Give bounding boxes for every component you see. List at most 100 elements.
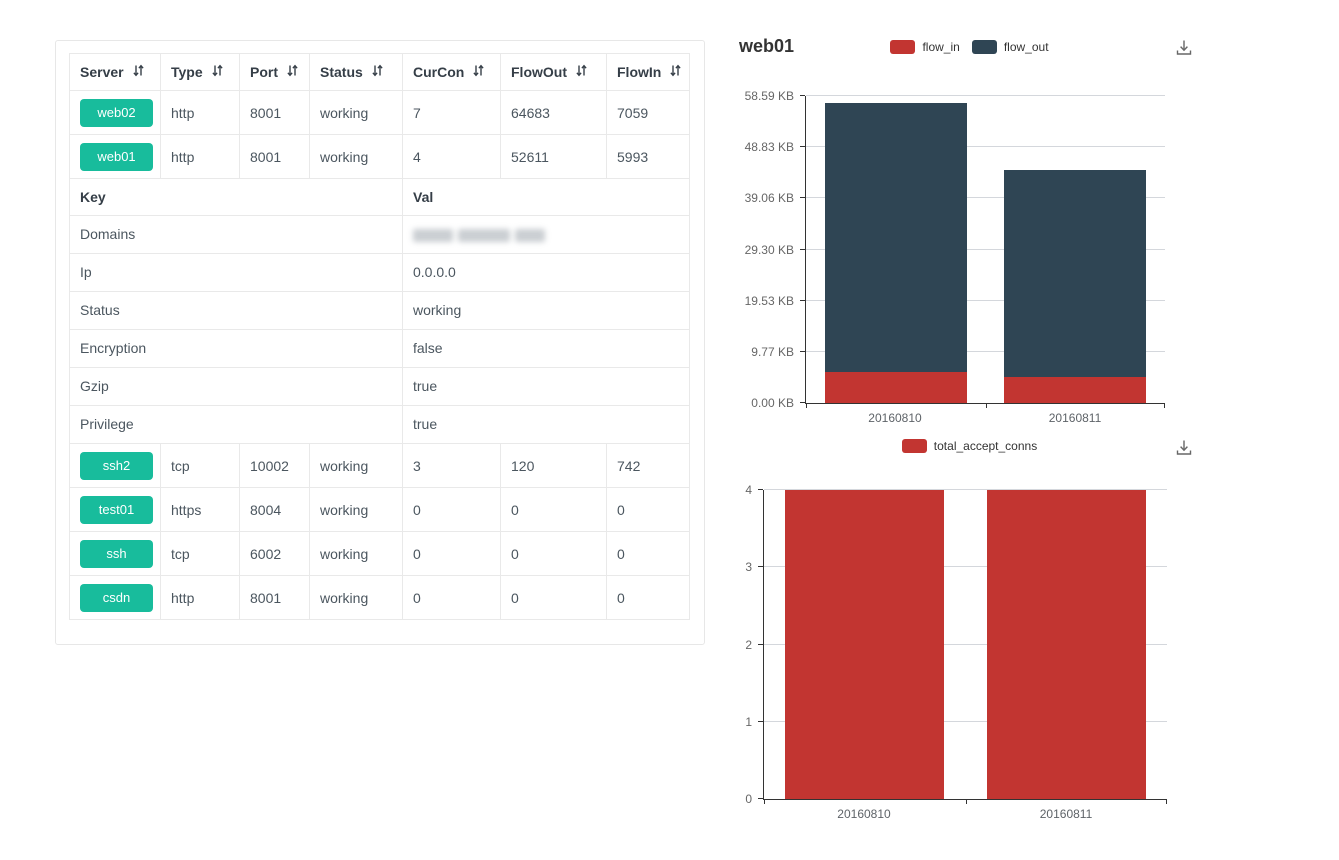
cell-status: working bbox=[309, 531, 403, 576]
download-icon[interactable] bbox=[1174, 38, 1194, 58]
table-row: test01 https 8004 working 0 0 0 bbox=[69, 487, 690, 532]
grid-line bbox=[764, 566, 1167, 568]
server-badge[interactable]: ssh bbox=[80, 540, 153, 568]
y-axis-tick bbox=[758, 566, 763, 568]
y-axis-label: 4 bbox=[745, 483, 752, 497]
y-axis-label: 0.00 KB bbox=[751, 396, 794, 410]
legend-swatch bbox=[890, 40, 916, 54]
plot-area: 0.00 KB 9.77 KB 19.53 KB 29.30 KB 39.06 KB 48… bbox=[745, 89, 1165, 410]
detail-value-cell: true bbox=[402, 367, 690, 406]
cell-curcon: 7 bbox=[402, 90, 501, 135]
cell-type: http bbox=[160, 90, 240, 135]
server-badge[interactable]: web01 bbox=[80, 143, 153, 171]
grid-line bbox=[806, 248, 1165, 250]
legend-item-flow_out[interactable]: flow_out bbox=[971, 40, 1049, 54]
plot-area: 0 1 2 3 4 bbox=[745, 483, 1167, 806]
y-axis-label: 1 bbox=[745, 714, 752, 729]
x-axis-label: 20160810 bbox=[837, 807, 891, 821]
cell-flowin: 5993 bbox=[606, 134, 690, 179]
server-badge[interactable]: csdn bbox=[80, 584, 153, 612]
legend-item-flow_in[interactable]: flow_in bbox=[890, 40, 960, 54]
column-header-inner: Server bbox=[80, 64, 144, 80]
cell-status: working bbox=[309, 575, 403, 620]
y-axis-tick bbox=[800, 95, 805, 96]
grid-line bbox=[764, 720, 1167, 722]
legend-item-total_accept_conns[interactable]: total_accept_conns bbox=[901, 439, 1037, 453]
server-badge[interactable]: test01 bbox=[80, 496, 153, 524]
server-badge[interactable]: web02 bbox=[80, 99, 153, 127]
cell-type: https bbox=[160, 487, 240, 532]
detail-key-cell: Gzip bbox=[69, 367, 403, 406]
cell-port: 8001 bbox=[239, 90, 310, 135]
category-slot bbox=[966, 490, 1168, 799]
cell-flowin: 7059 bbox=[606, 90, 690, 135]
download-icon[interactable] bbox=[1174, 438, 1194, 458]
bar-segment-total_accept_conns bbox=[986, 490, 1146, 799]
cell-flowin: 742 bbox=[606, 443, 690, 488]
legend: total_accept_conns bbox=[737, 439, 1202, 453]
server-cell: ssh2 bbox=[69, 443, 161, 488]
detail-value-cell: false bbox=[402, 329, 690, 368]
cell-port: 10002 bbox=[239, 443, 310, 488]
detail-row: Encryption false bbox=[69, 329, 690, 368]
cell-curcon: 4 bbox=[402, 134, 501, 179]
y-axis-label: 48.83 KB bbox=[744, 140, 794, 155]
category-slot bbox=[764, 490, 966, 799]
x-axis-label: 20160810 bbox=[868, 411, 922, 425]
sort-icon bbox=[132, 64, 144, 80]
column-header-inner: Type bbox=[171, 64, 223, 80]
grid-line bbox=[806, 146, 1165, 148]
column-header-inner: Status bbox=[320, 64, 383, 80]
sort-icon bbox=[372, 64, 383, 80]
cell-curcon: 3 bbox=[402, 443, 501, 488]
column-header-server[interactable]: Server bbox=[69, 53, 161, 91]
cell-port: 8001 bbox=[239, 134, 310, 179]
table-row: ssh2 tcp 10002 working 3 120 742 bbox=[69, 443, 690, 488]
column-header-flowin[interactable]: FlowIn bbox=[606, 53, 690, 91]
column-header-curcon[interactable]: CurCon bbox=[402, 53, 501, 91]
column-header-inner: FlowIn bbox=[617, 64, 681, 80]
column-header-port[interactable]: Port bbox=[239, 53, 310, 91]
cell-status: working bbox=[309, 90, 403, 135]
detail-row: Domains bbox=[69, 215, 690, 254]
column-header-flowout[interactable]: FlowOut bbox=[500, 53, 607, 91]
chart-header: web01 flow_in flow_out bbox=[737, 28, 1202, 68]
detail-header-row: Key Val bbox=[69, 178, 690, 216]
cell-flowin: 0 bbox=[606, 575, 690, 620]
legend-swatch bbox=[901, 439, 927, 453]
y-axis-tick bbox=[758, 798, 763, 799]
x-axis-tick bbox=[764, 799, 765, 804]
cell-type: http bbox=[160, 134, 240, 179]
column-header-status[interactable]: Status bbox=[309, 53, 403, 91]
server-badge[interactable]: ssh2 bbox=[80, 452, 153, 480]
y-axis-tick bbox=[758, 643, 763, 645]
table-row: web02 http 8001 working 7 64683 7059 bbox=[69, 90, 690, 135]
cell-port: 8001 bbox=[239, 575, 310, 620]
bars-layer bbox=[764, 490, 1167, 799]
detail-key-cell: Domains bbox=[69, 215, 403, 254]
bar-20160810 bbox=[824, 96, 967, 403]
server-table-card: Server Type Port Status CurCon FlowOut FlowIn … bbox=[55, 40, 705, 645]
table-header-row: Server Type Port Status CurCon FlowOut FlowIn bbox=[69, 53, 690, 91]
cell-status: working bbox=[309, 443, 403, 488]
detail-row: Status working bbox=[69, 291, 690, 330]
y-axis-tick bbox=[800, 248, 805, 250]
y-axis-tick bbox=[800, 197, 805, 199]
grid-line bbox=[806, 197, 1165, 199]
y-axis-tick bbox=[800, 299, 805, 301]
bar-segment-flow_out bbox=[1004, 169, 1147, 378]
bar-segment-total_accept_conns bbox=[785, 490, 945, 799]
x-axis-tick bbox=[985, 403, 987, 408]
connections-chart: total_accept_conns 0 1 2 3 4 20160810 20160811 bbox=[737, 432, 1202, 821]
sort-icon bbox=[576, 64, 587, 80]
cell-flowout: 52611 bbox=[500, 134, 607, 179]
column-header-type[interactable]: Type bbox=[160, 53, 240, 91]
y-axis-tick bbox=[758, 720, 763, 722]
y-axis-label: 29.30 KB bbox=[744, 242, 794, 257]
detail-value-cell: 0.0.0.0 bbox=[402, 253, 690, 292]
bar-segment-flow_in bbox=[1004, 377, 1147, 403]
detail-value-cell: working bbox=[402, 291, 690, 330]
bar-20160810 bbox=[785, 490, 945, 799]
sort-icon bbox=[287, 64, 298, 80]
